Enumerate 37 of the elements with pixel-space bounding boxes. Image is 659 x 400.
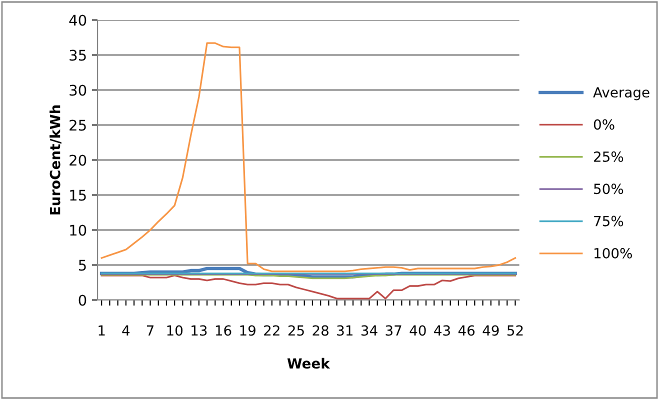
legend-label: 100% <box>594 248 632 259</box>
x-tick-label: 10 <box>167 325 182 336</box>
x-tick-label: 31 <box>337 325 352 336</box>
y-tick-label: 25 <box>70 120 86 131</box>
legend-label: 75% <box>594 216 624 226</box>
x-axis-title: Week <box>287 358 330 369</box>
line-series <box>100 274 516 300</box>
x-tick-label: 49 <box>482 325 499 336</box>
y-tick-label: 0 <box>78 294 86 306</box>
y-tick-label: 35 <box>70 50 86 61</box>
x-tick-label: 7 <box>146 325 154 336</box>
x-tick-label: 4 <box>122 325 130 336</box>
x-tick-label: 52 <box>507 325 523 336</box>
x-tick-label: 22 <box>264 325 280 336</box>
legend-label: 25% <box>594 151 624 162</box>
x-tick-label: 19 <box>240 325 256 336</box>
legend-label: 50% <box>594 184 624 194</box>
legend-label: Average <box>593 87 650 100</box>
y-tick-label: 5 <box>78 260 86 271</box>
x-tick-label: 13 <box>192 325 207 336</box>
x-tick-label: 37 <box>386 325 402 336</box>
line-series <box>100 42 516 272</box>
y-axis-title: EuroCent/kWh <box>50 105 62 214</box>
x-tick-label: 34 <box>361 325 378 336</box>
y-tick-label: 10 <box>70 224 86 236</box>
legend-label: 0% <box>594 119 614 130</box>
x-tick-label: 43 <box>434 325 450 336</box>
y-tick-label: 30 <box>70 84 86 96</box>
x-tick-label: 46 <box>458 325 475 336</box>
x-tick-label: 40 <box>410 325 426 336</box>
y-tick-label: 40 <box>69 14 86 26</box>
x-tick-label: 28 <box>312 325 328 336</box>
x-tick-label: 25 <box>288 325 304 336</box>
y-tick-label: 20 <box>70 154 86 166</box>
y-tick-label: 15 <box>70 190 86 201</box>
x-tick-label: 16 <box>216 325 232 336</box>
x-tick-label: 1 <box>98 325 105 336</box>
